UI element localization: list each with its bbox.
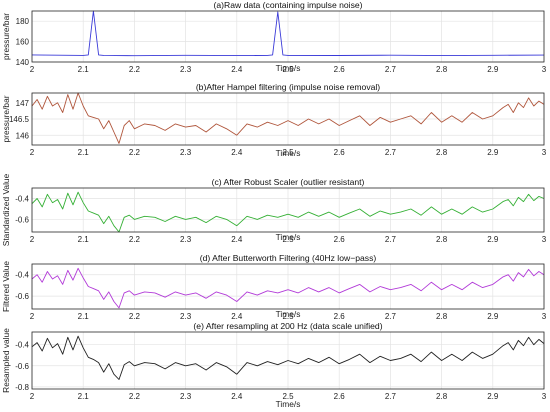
x-tick-label: 2.1	[78, 65, 90, 74]
x-tick-label: 3	[542, 65, 547, 74]
series-line	[31, 335, 545, 380]
chart-panel-c: (c) After Robust Scaler (outlier resista…	[1, 173, 547, 246]
y-tick-label: 160	[16, 38, 30, 47]
series-line	[31, 267, 545, 309]
x-tick-label: 2.5	[282, 235, 294, 244]
x-axis-label: Time/s	[276, 63, 301, 73]
axes-frame	[31, 10, 545, 63]
y-tick-label: -0.4	[15, 271, 29, 280]
x-tick-label: 3	[542, 148, 547, 157]
y-tick-label: -0.4	[15, 341, 29, 350]
y-axis-label: Filtered Value	[1, 261, 11, 312]
chart-panel-a: (a)Raw data (containing impulse noise) 2 2…	[1, 0, 547, 74]
x-tick-label: 2.5	[282, 148, 294, 157]
x-tick-label: 2.1	[78, 148, 90, 157]
chart-title: (a)Raw data (containing impulse noise)	[213, 0, 362, 10]
y-axis-label: pressure/bar	[1, 13, 11, 60]
x-tick-label: 2.9	[487, 65, 499, 74]
x-tick-label: 2.7	[385, 148, 397, 157]
x-tick-label: 2.3	[180, 235, 192, 244]
chart-title: (d) After Butterworth Filtering (40Hz lo…	[200, 253, 377, 263]
y-tick-label: 146	[16, 131, 30, 140]
x-tick-label: 2	[30, 312, 35, 321]
x-tick-label: 2.6	[334, 235, 346, 244]
x-tick-label: 2.8	[436, 235, 448, 244]
x-tick-label: 2.1	[78, 312, 90, 321]
x-tick-label: 2.7	[385, 235, 397, 244]
axes-frame	[31, 331, 545, 390]
x-axis-label: Time/s	[276, 399, 301, 409]
y-tick-label: -0.6	[15, 215, 29, 224]
x-tick-label: 2.7	[385, 312, 397, 321]
x-tick-label: 2	[30, 392, 35, 401]
x-tick-label: 2.9	[487, 235, 499, 244]
x-axis-label: Time/s	[276, 148, 301, 158]
x-tick-label: 3	[542, 312, 547, 321]
x-tick-label: 2.9	[487, 392, 499, 401]
x-tick-label: 2	[30, 148, 35, 157]
x-tick-label: 2.3	[180, 65, 192, 74]
x-tick-label: 2	[30, 65, 35, 74]
y-tick-label: 147	[16, 99, 30, 108]
x-tick-label: 2.5	[282, 392, 294, 401]
chart-panel-e: (e) After resampling at 200 Hz (data sca…	[1, 321, 547, 409]
x-tick-label: 2.7	[385, 65, 397, 74]
x-axis-label: Time/s	[276, 309, 301, 319]
x-tick-label: 2.8	[436, 312, 448, 321]
chart-title: (e) After resampling at 200 Hz (data sca…	[193, 321, 382, 331]
x-tick-label: 2.6	[334, 65, 346, 74]
x-tick-label: 2.5	[282, 312, 294, 321]
x-tick-label: 2.2	[129, 392, 141, 401]
axes-frame	[31, 187, 545, 233]
series-line	[31, 92, 545, 144]
chart-panel-b: (b)After Hampel filtering (impulse noise…	[1, 82, 547, 158]
x-tick-label: 2.2	[129, 65, 141, 74]
chart-title: (c) After Robust Scaler (outlier resista…	[212, 177, 365, 187]
x-tick-label: 2.4	[231, 235, 243, 244]
x-tick-label: 2.8	[436, 392, 448, 401]
x-tick-label: 2.4	[231, 148, 243, 157]
x-tick-label: 2.4	[231, 392, 243, 401]
x-tick-label: 2.2	[129, 235, 141, 244]
y-tick-label: -0.8	[15, 383, 29, 392]
x-tick-label: 2.8	[436, 148, 448, 157]
x-tick-label: 2.7	[385, 392, 397, 401]
x-tick-label: 2.6	[334, 148, 346, 157]
x-tick-label: 3	[542, 392, 547, 401]
x-tick-label: 3	[542, 235, 547, 244]
x-tick-label: 2.8	[436, 65, 448, 74]
chart-title: (b)After Hampel filtering (impulse noise…	[196, 82, 380, 92]
x-tick-label: 2.1	[78, 235, 90, 244]
x-tick-label: 2.2	[129, 148, 141, 157]
x-tick-label: 2.9	[487, 312, 499, 321]
x-tick-label: 2.2	[129, 312, 141, 321]
axes-frame	[31, 263, 545, 310]
x-tick-label: 2.6	[334, 312, 346, 321]
y-axis-label: Standardized Value	[1, 173, 11, 246]
y-tick-label: -0.6	[15, 362, 29, 371]
y-tick-label: 180	[16, 17, 30, 26]
x-tick-label: 2.4	[231, 65, 243, 74]
x-tick-label: 2.1	[78, 392, 90, 401]
y-axis-label: Resampled value	[1, 328, 11, 393]
y-axis-label: pressure/bar	[1, 95, 11, 142]
x-tick-label: 2.3	[180, 312, 192, 321]
y-tick-label: -0.4	[15, 194, 29, 203]
x-tick-label: 2.9	[487, 148, 499, 157]
x-tick-label: 2.3	[180, 148, 192, 157]
axes-frame	[31, 92, 545, 146]
x-axis-label: Time/s	[276, 232, 301, 242]
x-tick-label: 2.3	[180, 392, 192, 401]
x-tick-label: 2.4	[231, 312, 243, 321]
x-tick-label: 2.6	[334, 392, 346, 401]
y-tick-label: -0.6	[15, 292, 29, 301]
y-tick-label: 146.5	[9, 115, 30, 124]
chart-panel-d: (d) After Butterworth Filtering (40Hz lo…	[1, 253, 547, 321]
y-tick-label: 140	[16, 58, 30, 67]
x-tick-label: 2	[30, 235, 35, 244]
x-tick-label: 2.5	[282, 65, 294, 74]
series-line	[31, 191, 545, 233]
